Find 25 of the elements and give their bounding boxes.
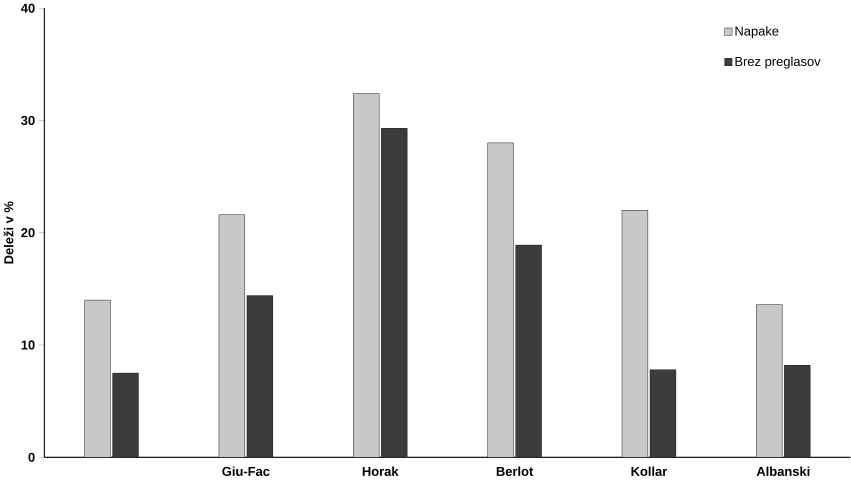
bar — [353, 93, 380, 458]
bar — [218, 214, 246, 458]
x-tick-label: Berlot — [496, 466, 534, 476]
y-tick-label: 10 — [22, 340, 35, 350]
x-tick-label: Giu-Fac — [222, 466, 270, 476]
bar — [381, 128, 408, 458]
y-axis-title: Deleži v % — [4, 202, 14, 264]
y-tick-label: 20 — [21, 228, 35, 238]
legend-label: Brez preglasov — [735, 56, 821, 69]
bar — [515, 245, 542, 458]
x-tick-label: Horak — [362, 466, 399, 476]
y-tick-label: 30 — [21, 116, 35, 126]
bar — [84, 300, 111, 458]
bar — [756, 304, 782, 458]
x-tick-label: Albanski — [756, 466, 810, 476]
legend-label: Napake — [735, 26, 778, 38]
y-tick-label: 0 — [28, 452, 35, 462]
x-tick-label: Kollar — [631, 466, 668, 476]
bar — [784, 365, 810, 458]
y-tick-label: 40 — [20, 4, 35, 13]
bar — [112, 373, 139, 458]
bar — [650, 370, 676, 458]
bar — [246, 296, 274, 458]
bar — [622, 210, 648, 458]
bar — [487, 142, 514, 458]
